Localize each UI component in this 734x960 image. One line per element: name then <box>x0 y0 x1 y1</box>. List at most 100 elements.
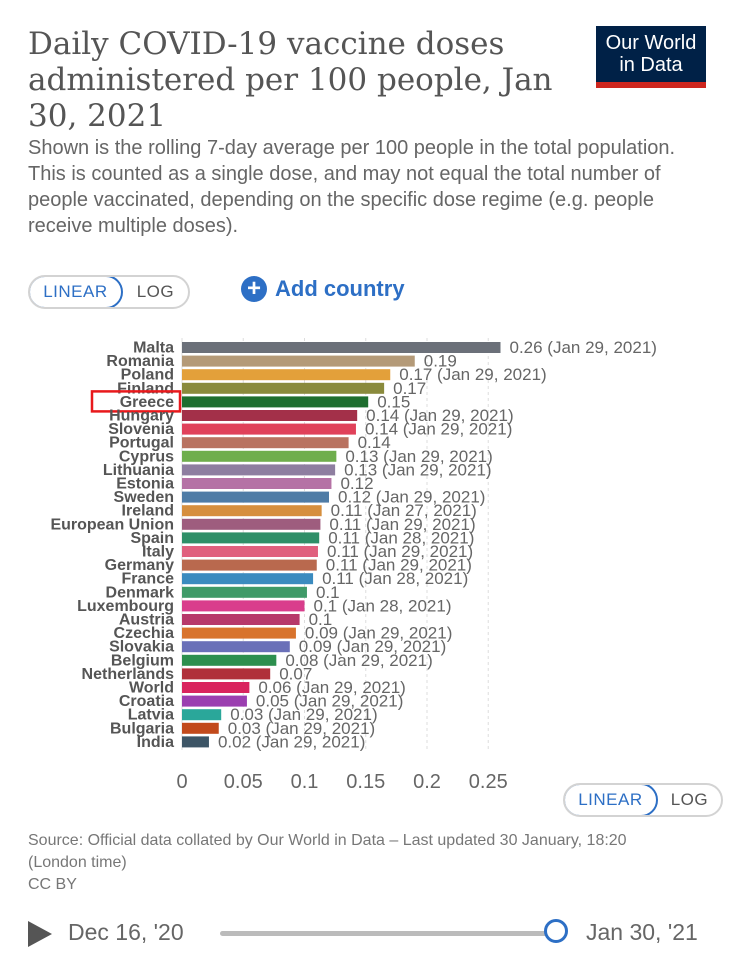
value-label: 0.14 <box>358 433 391 452</box>
bar-label: Cyprus <box>119 448 174 465</box>
timeline: Dec 16, '20 Jan 30, '21 <box>28 915 718 955</box>
log-axis-button[interactable]: LOG <box>670 790 709 809</box>
bar <box>182 546 318 557</box>
value-label: 0.1 <box>309 610 333 629</box>
bar-label: Poland <box>121 367 174 384</box>
value-label: 0.09 (Jan 29, 2021) <box>305 624 452 643</box>
add-country-label: Add country <box>275 276 405 301</box>
bar <box>182 355 415 367</box>
log-scale-button[interactable]: LOG <box>136 282 175 301</box>
scale-toggle-bottom: LINEAR LOG <box>563 783 723 817</box>
bar-label: Slovakia <box>109 639 174 656</box>
bar <box>182 437 349 449</box>
bar-label: Belgium <box>111 652 174 669</box>
bar <box>182 410 358 421</box>
value-label: 0.11 (Jan 27, 2021) <box>331 501 477 520</box>
x-tick-label: 0.15 <box>346 771 385 790</box>
bar <box>182 682 250 693</box>
bar-label: Netherlands <box>82 666 175 683</box>
scale-toggle-top: LINEAR LOG <box>28 275 190 309</box>
bar <box>182 600 305 612</box>
logo-line-2: in Data <box>619 54 683 76</box>
add-country-button[interactable]: + Add country <box>241 276 405 302</box>
bar-label: Portugal <box>109 435 174 452</box>
bar <box>182 614 300 625</box>
x-tick-label: 0.2 <box>413 771 441 790</box>
value-label: 0.12 (Jan 29, 2021) <box>338 488 485 507</box>
bar <box>182 736 209 748</box>
bar <box>182 668 271 680</box>
linear-scale-button[interactable]: LINEAR <box>30 277 123 307</box>
bar-label: Romania <box>106 353 174 370</box>
bar <box>182 695 247 707</box>
bar <box>182 518 321 530</box>
bar <box>182 709 222 721</box>
bar <box>182 491 329 503</box>
x-tick-label: 0.05 <box>224 771 263 790</box>
value-label: 0.11 (Jan 28, 2021) <box>322 569 468 588</box>
bar <box>182 559 317 571</box>
source-text[interactable]: Source: Official data collated by Our Wo… <box>28 832 627 871</box>
x-tick-label: 0.25 <box>469 771 508 790</box>
bar-label: Luxembourg <box>77 598 174 615</box>
linear-axis-button[interactable]: LINEAR <box>565 785 658 815</box>
bar-label: Malta <box>133 340 174 357</box>
bar-label: Spain <box>130 530 174 547</box>
value-label: 0.1 (Jan 28, 2021) <box>314 596 452 615</box>
logo-line-1: Our World <box>605 32 697 54</box>
highlight-box <box>90 390 182 413</box>
bar <box>182 396 369 408</box>
bar <box>182 342 501 353</box>
bar <box>182 423 356 435</box>
value-label: 0.02 (Jan 29, 2021) <box>218 732 365 751</box>
bar-label: Czechia <box>114 625 175 642</box>
x-tick-label: 0 <box>176 771 187 790</box>
bar-label: Lithuania <box>103 462 174 479</box>
value-label: 0.13 (Jan 29, 2021) <box>344 460 491 479</box>
bar <box>182 450 337 462</box>
plus-circle-icon: + <box>241 276 267 302</box>
bar-label: Latvia <box>128 707 174 724</box>
value-label: 0.14 (Jan 29, 2021) <box>366 406 513 425</box>
value-label: 0.14 (Jan 29, 2021) <box>365 420 512 439</box>
value-label: 0.1 <box>316 583 340 602</box>
play-icon[interactable] <box>28 921 52 947</box>
value-label: 0.09 (Jan 29, 2021) <box>299 637 446 656</box>
license-text[interactable]: CC BY <box>28 876 77 893</box>
bar-label: Slovenia <box>108 421 174 438</box>
value-label: 0.11 (Jan 29, 2021) <box>326 556 472 575</box>
value-label: 0.13 (Jan 29, 2021) <box>345 447 492 466</box>
value-label: 0.08 (Jan 29, 2021) <box>285 651 432 670</box>
x-tick-label: 0.1 <box>291 771 319 790</box>
bar-label: Estonia <box>116 476 174 493</box>
bar-label: Croatia <box>119 693 174 710</box>
value-label: 0.17 <box>393 379 426 398</box>
timeline-start-date: Dec 16, '20 <box>68 919 184 945</box>
bar-label: Finland <box>117 380 174 397</box>
bar <box>182 532 320 544</box>
bar <box>182 627 296 639</box>
bar <box>182 586 307 598</box>
bar-chart: 0 0.05 0.1 0.15 0.2 0.25 Malta 0.26 (Jan 29, 20… <box>50 338 657 790</box>
bar-label: Austria <box>119 612 174 629</box>
bar-label: France <box>122 571 175 588</box>
bar <box>182 573 314 585</box>
source-note: Source: Official data collated by Our Wo… <box>28 830 648 896</box>
bar-label: World <box>129 680 174 697</box>
value-label: 0.06 (Jan 29, 2021) <box>258 678 405 697</box>
bar-label: India <box>137 734 174 751</box>
bar <box>182 464 336 476</box>
bar <box>182 382 385 394</box>
bar <box>182 478 332 489</box>
bar <box>182 654 277 666</box>
value-label: 0.11 (Jan 29, 2021) <box>327 542 473 561</box>
timeline-track[interactable] <box>220 931 556 936</box>
bar <box>182 641 290 653</box>
value-label: 0.03 (Jan 29, 2021) <box>230 705 377 724</box>
bar-label: Sweden <box>114 489 174 506</box>
timeline-handle[interactable] <box>544 919 568 943</box>
bar-label: Denmark <box>106 584 175 601</box>
owid-logo[interactable]: Our World in Data <box>596 26 706 88</box>
timeline-end-date: Jan 30, '21 <box>586 919 698 945</box>
value-label: 0.11 (Jan 29, 2021) <box>329 515 475 534</box>
